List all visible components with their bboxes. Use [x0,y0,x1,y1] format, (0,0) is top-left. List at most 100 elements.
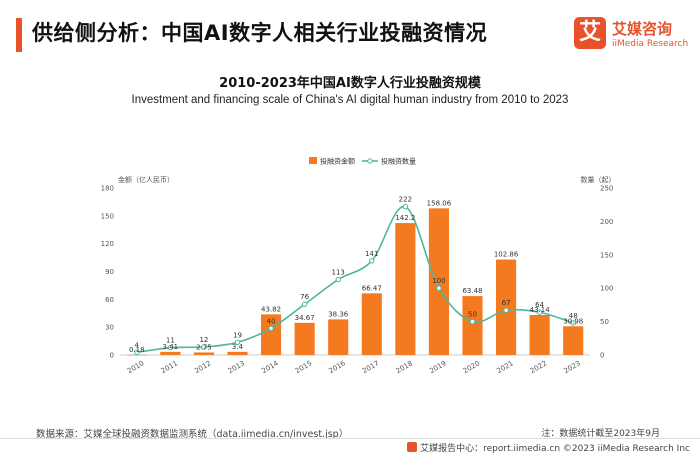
title-accent-bar [16,18,22,52]
footer-copyright: 艾媒报告中心：report.iimedia.cn ©2023 iiMedia R… [420,444,690,454]
bar-value-label: 38.36 [328,310,349,318]
line-point [201,344,207,350]
x-tick-label: 2013 [227,359,246,375]
line-value-label: 67 [502,299,511,307]
chart-subtitle: Investment and financing scale of China'… [131,94,569,106]
x-tick-label: 2018 [395,359,414,375]
bar-value-label: 34.67 [295,314,315,322]
y2-tick-label: 0 [600,352,604,360]
line-value-label: 113 [332,269,345,277]
legend-swatch-amount [309,157,317,164]
line-value-label: 40 [267,317,276,325]
x-tick-label: 2019 [428,359,447,375]
x-tick-label: 2023 [562,359,581,375]
bar [193,352,214,355]
report-center-icon [407,442,418,452]
y2-tick-label: 200 [600,218,613,226]
bar-value-label: 102.86 [494,251,519,259]
bar-value-label: 142.2 [395,214,415,222]
bar-value-label: 3.4 [232,343,244,351]
chart-title: 2010-2023年中国AI数字人行业投融资规模 [219,76,481,91]
line-point [503,307,509,313]
bar-value-label: 66.47 [362,284,382,292]
x-tick-label: 2012 [193,359,212,375]
bar [227,351,248,355]
x-tick-label: 2022 [529,359,548,375]
line-point [167,344,174,351]
line-value-label: 222 [399,196,412,204]
data-source: 数据来源：艾媒全球投融资数据监测系统（data.iimedia.cn/inves… [36,429,349,440]
bar [328,319,349,355]
bar-value-label: 63.48 [462,287,482,295]
line-point [301,301,308,307]
y-tick-label: 0 [110,352,114,360]
bar [294,322,315,355]
line-point [570,320,576,326]
line-value-label: 76 [300,293,309,301]
data-note: 注：数据统计截至2023年9月 [541,429,660,439]
bar [361,293,382,355]
logo-mark: 艾 [574,17,606,49]
bar [126,354,147,356]
y-tick-label: 120 [101,240,114,248]
y2-tick-label: 150 [600,251,613,259]
y-tick-label: 30 [105,324,114,332]
footer-bottom-line: 艾媒报告中心：report.iimedia.cn ©2023 iiMedia R… [407,441,690,454]
bar [462,296,483,355]
y-tick-label: 150 [101,212,114,220]
y-axis-label: 金额（亿人民币） [118,175,174,184]
line-value-label: 48 [569,312,578,320]
line-value-label: 11 [166,337,175,345]
line-point [134,349,140,356]
line-point [402,204,409,210]
y-tick-label: 90 [105,268,114,276]
x-tick-label: 2015 [294,359,313,375]
x-tick-label: 2010 [126,359,145,375]
line-series-count [136,205,574,354]
bar [428,208,449,355]
logo-text-cn: 艾媒咨询 [612,20,673,38]
y2-tick-label: 50 [600,318,609,326]
x-tick-label: 2016 [327,359,347,375]
line-value-label: 64 [535,301,544,309]
line-value-label: 100 [432,277,445,285]
legend-label-count: 投融资数量 [381,157,416,166]
line-point [469,318,476,325]
legend-marker-count [367,158,373,164]
logo: 艾 艾媒咨询 iiMedia Research [574,17,694,57]
line-point [268,325,274,331]
combo-chart: 金额（亿人民币） 数量（起） 0 30 60 90 120 150 180 0 50 100 150 20… [101,157,616,376]
bar-value-label: 158.06 [427,199,452,207]
bar [496,259,517,355]
bar [160,351,181,355]
y2-tick-label: 250 [600,185,613,193]
y-tick-label: 60 [105,296,114,304]
page-title: 供给侧分析：中国AI数字人相关行业投融资情况 [32,21,488,45]
x-tick-label: 2011 [160,359,179,375]
footer-divider [0,438,700,439]
line-point [536,309,543,315]
line-value-label: 19 [233,331,242,339]
y2-axis-label: 数量（起） [581,175,616,184]
legend-label-amount: 投融资金额 [320,157,355,166]
x-tick-label: 2020 [462,359,481,375]
y2-tick-label: 100 [600,285,613,293]
logo-text-en: iiMedia Research [612,39,689,49]
line-point [369,258,375,264]
x-tick-label: 2014 [260,359,280,375]
line-point [436,285,442,291]
bar [563,326,584,355]
bar-value-label: 43.14 [530,306,551,314]
bar [529,314,550,355]
x-tick-label: 2021 [495,359,514,375]
line-value-label: 141 [365,250,378,258]
bar-value-label: 2.75 [196,343,212,351]
bar-value-label: 0.18 [129,346,145,354]
line-value-label: 4 [135,341,140,349]
bar [395,223,416,355]
x-tick-label: 2017 [361,359,380,375]
bar-value-label: 43.82 [261,305,281,313]
bar-value-label: 30.98 [563,317,583,325]
line-value-label: 12 [199,336,208,344]
bar-value-label: 3.41 [163,343,179,351]
